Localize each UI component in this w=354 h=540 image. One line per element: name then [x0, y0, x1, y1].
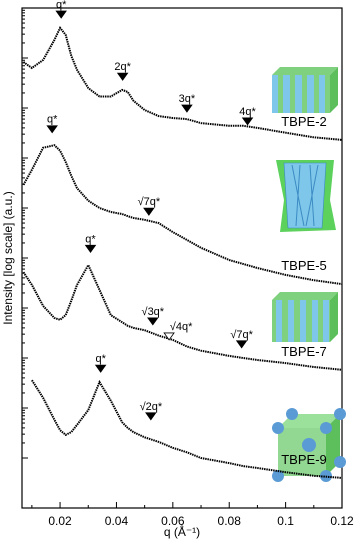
peak-marker — [116, 72, 129, 81]
x-tick-label: 0.12 — [330, 514, 354, 528]
series-label: TBPE-5 — [281, 258, 327, 273]
peak-marker — [147, 317, 159, 326]
peak-marker — [143, 207, 155, 216]
peak-label: 2q* — [114, 61, 131, 73]
y-axis-label: Intensity [log scale] (a.u.) — [1, 191, 15, 324]
peak-marker — [84, 244, 97, 253]
icon-cylinders — [272, 292, 338, 342]
peak-label: √3q* — [142, 306, 165, 318]
peak-label: q* — [95, 353, 106, 365]
series-line — [22, 144, 343, 286]
series-line — [31, 379, 343, 479]
icon-spheres — [272, 408, 346, 482]
peak-label: √7q* — [230, 329, 253, 341]
peak-marker — [163, 332, 175, 341]
series-line — [22, 26, 343, 141]
peak-marker — [181, 104, 193, 113]
x-tick-label: 0.08 — [218, 514, 242, 528]
peak-marker — [55, 10, 67, 19]
x-tick-label: 0.04 — [105, 514, 129, 528]
x-tick-label: 0.06 — [161, 514, 185, 528]
series-label: TBPE-2 — [281, 114, 327, 129]
peak-marker — [235, 340, 248, 349]
icon-lamellae — [272, 67, 338, 113]
x-tick-label: 0.1 — [277, 514, 294, 528]
series-line — [22, 262, 343, 371]
peak-marker — [94, 364, 107, 373]
series-label: TBPE-7 — [281, 344, 327, 359]
x-tick-label: 0.02 — [48, 514, 72, 528]
peak-label: 4q* — [239, 106, 256, 118]
peak-marker — [241, 117, 254, 126]
peak-label: 3q* — [179, 93, 196, 105]
peak-label: q* — [56, 0, 67, 11]
peak-label: √2q* — [140, 401, 163, 413]
peak-label: √7q* — [138, 196, 161, 208]
peak-marker — [46, 125, 58, 134]
peak-label: q* — [47, 114, 58, 126]
x-axis-label: q (Å⁻¹) — [164, 524, 200, 539]
series-label: TBPE-9 — [281, 452, 327, 467]
peak-label: √4q* — [170, 321, 193, 333]
peak-label: q* — [85, 233, 96, 245]
icon-perforated — [276, 160, 336, 232]
peak-marker — [145, 412, 157, 421]
